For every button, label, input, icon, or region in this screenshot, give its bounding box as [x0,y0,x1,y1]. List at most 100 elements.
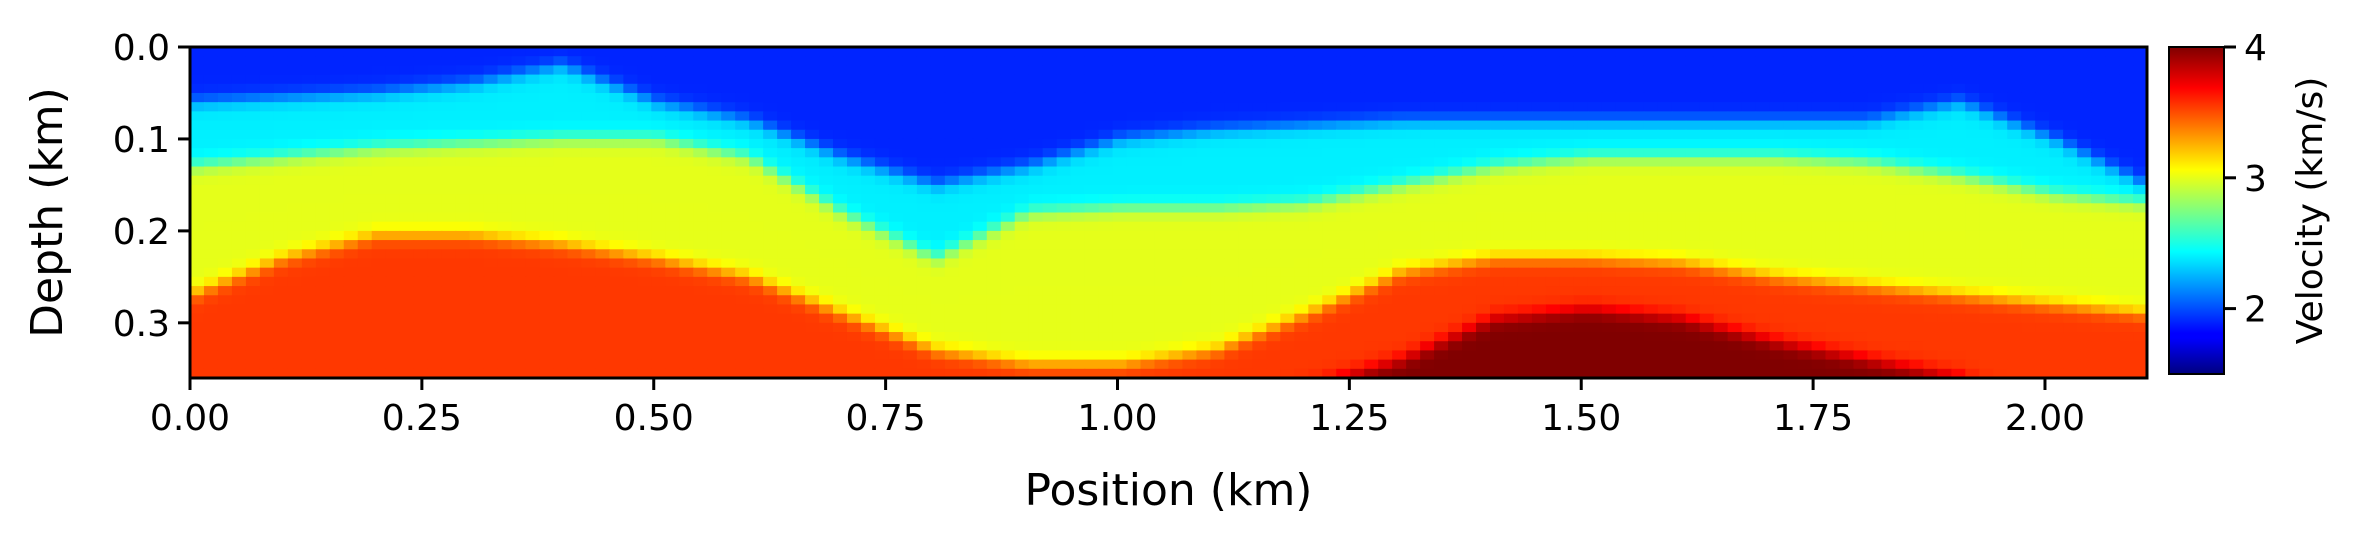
heatmap-cell [1979,249,1994,260]
heatmap-cell [1783,240,1799,250]
heatmap-cell [2105,129,2120,140]
heatmap-cell [1084,313,1100,324]
heatmap-cell [846,286,862,296]
heatmap-cell [245,194,261,204]
heatmap-cell [2063,166,2078,177]
heatmap-cell [721,102,736,112]
heatmap-cell [930,276,946,287]
heatmap-cell [1126,157,1142,168]
heatmap-cell [497,267,513,278]
heatmap-cell [846,65,862,76]
heatmap-cell [860,359,876,370]
heatmap-cell [1951,322,1966,333]
heatmap-cell [1559,203,1575,214]
heatmap-cell [1238,129,1253,140]
heatmap-cell [2077,92,2092,103]
heatmap-cell [707,138,722,149]
heatmap-cell [1503,102,1519,112]
heatmap-cell [1238,249,1253,260]
heatmap-cell [2049,221,2064,232]
heatmap-cell [1280,276,1295,287]
heatmap-cell [2091,295,2106,306]
heatmap-cell [1811,332,1827,342]
heatmap-cell [1308,276,1323,287]
heatmap-cell [1643,111,1659,122]
heatmap-cell [1028,240,1044,250]
heatmap-cell [637,286,652,296]
heatmap-cell [259,47,275,57]
heatmap-cell [1895,92,1910,103]
heatmap-cell [1979,313,1994,324]
heatmap-cell [721,230,736,241]
heatmap-cell [1713,249,1729,260]
heatmap-cell [1643,313,1659,324]
heatmap-cell [1979,175,1994,186]
heatmap-cell [1336,194,1351,204]
heatmap-cell [1322,157,1337,168]
heatmap-cell [2091,203,2106,214]
heatmap-cell [1755,194,1771,204]
heatmap-cell [1881,83,1896,94]
heatmap-cell [1839,359,1855,370]
heatmap-cell [1923,350,1938,361]
heatmap-cell [1196,368,1212,379]
heatmap-cell [916,138,932,149]
heatmap-cell [1587,332,1603,342]
heatmap-cell [1056,148,1072,158]
heatmap-cell [343,56,359,66]
heatmap-cell [1042,138,1058,149]
heatmap-cell [916,194,932,204]
heatmap-cell [497,249,513,260]
heatmap-cell [595,276,610,287]
heatmap-cell [1014,203,1030,214]
heatmap-cell [413,332,429,342]
heatmap-cell [860,166,876,177]
heatmap-cell [1909,92,1924,103]
heatmap-cell [1420,184,1435,195]
heatmap-cell [413,148,429,158]
heatmap-cell [1755,148,1771,158]
heatmap-cell [1028,92,1044,103]
heatmap-cell [1490,341,1505,352]
heatmap-cell [1112,230,1128,241]
heatmap-cell [693,138,708,149]
heatmap-cell [2035,83,2050,94]
heatmap-cell [1741,267,1757,278]
heatmap-cell [1741,249,1757,260]
heatmap-cell [2077,148,2092,158]
heatmap-cell [190,240,205,250]
heatmap-cell [2077,276,2092,287]
heatmap-cell [888,249,904,260]
heatmap-cell [2063,221,2078,232]
heatmap-cell [2091,332,2106,342]
heatmap-cell [1867,65,1883,76]
heatmap-cell [1168,157,1184,168]
heatmap-cell [2091,102,2106,112]
heatmap-cell [1965,120,1980,131]
heatmap-cell [2007,102,2022,112]
heatmap-cell [1070,258,1086,269]
heatmap-cell [1727,74,1743,85]
heatmap-cell [1112,92,1128,103]
heatmap-cell [609,120,624,131]
heatmap-cell [1084,267,1100,278]
heatmap-cell [2133,267,2148,278]
heatmap-cell [1937,212,1952,223]
heatmap-cell [301,313,317,324]
heatmap-cell [1671,92,1687,103]
heatmap-cell [846,83,862,94]
heatmap-cell [1336,148,1351,158]
heatmap-cell [1266,148,1281,158]
heatmap-cell [553,166,569,177]
heatmap-cell [259,184,275,195]
heatmap-cell [1014,111,1030,122]
heatmap-cell [1783,129,1799,140]
heatmap-cell [567,359,582,370]
heatmap-cell [1643,92,1659,103]
heatmap-cell [1965,286,1980,296]
heatmap-cell [833,240,848,250]
heatmap-cell [1210,56,1226,66]
heatmap-cell [413,341,429,352]
heatmap-cell [944,175,960,186]
heatmap-cell [497,295,513,306]
